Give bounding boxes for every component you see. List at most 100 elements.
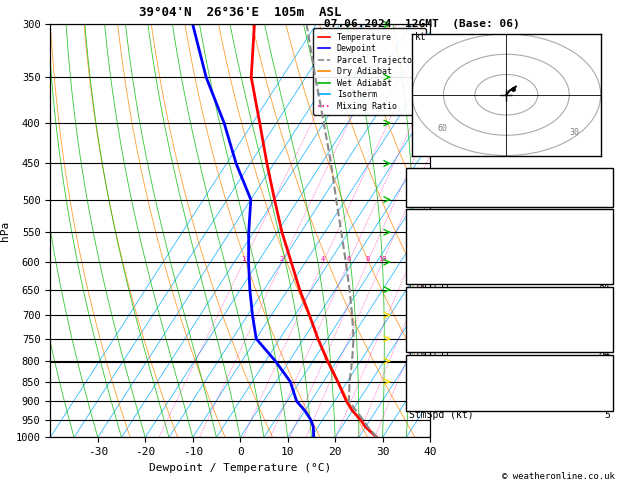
Text: 1001: 1001 (587, 304, 610, 314)
Text: 1: 1 (242, 256, 246, 262)
Title: 39°04'N  26°36'E  105m  ASL: 39°04'N 26°36'E 105m ASL (139, 6, 342, 19)
Parcel Trajectory (373, 434, 381, 440)
Temperature (314, 336, 321, 342)
Text: StmSpd (kt): StmSpd (kt) (409, 410, 474, 420)
Text: 334: 334 (593, 249, 610, 259)
Text: 60: 60 (437, 124, 447, 133)
Parcel Trajectory (311, 74, 319, 80)
Text: Temp (°C): Temp (°C) (409, 226, 462, 237)
Text: θₑ(K): θₑ(K) (409, 249, 438, 259)
Temperature (263, 160, 270, 166)
Dewpoint (286, 379, 294, 384)
Y-axis label: km
ASL: km ASL (462, 231, 479, 252)
Temperature (323, 358, 331, 364)
Parcel Trajectory (346, 379, 353, 384)
Text: EH: EH (409, 373, 421, 383)
Text: Dewp (°C): Dewp (°C) (409, 238, 462, 248)
Text: Surface: Surface (489, 215, 530, 225)
Dewpoint (203, 74, 210, 80)
Temperature (373, 434, 381, 440)
Text: Most Unstable: Most Unstable (471, 293, 548, 303)
Text: 2.81: 2.81 (587, 197, 610, 208)
Dewpoint (247, 197, 255, 203)
Text: 5: 5 (604, 410, 610, 420)
Text: Pressure (mb): Pressure (mb) (409, 304, 485, 314)
Dewpoint (252, 336, 260, 342)
Text: -6: -6 (598, 373, 610, 383)
Text: LCL: LCL (430, 357, 448, 367)
Text: CAPE (J): CAPE (J) (409, 271, 456, 281)
Text: 8: 8 (365, 256, 370, 262)
Dewpoint (220, 120, 228, 126)
Temperature (256, 120, 264, 126)
Parcel Trajectory (342, 259, 350, 265)
Parcel Trajectory (364, 424, 372, 430)
Temperature (247, 74, 255, 80)
Parcel Trajectory (352, 408, 360, 414)
Parcel Trajectory (346, 287, 353, 293)
Dewpoint (309, 424, 317, 430)
Text: 10: 10 (378, 256, 387, 262)
Temperature (362, 424, 369, 430)
Dewpoint (307, 417, 314, 423)
Text: Totals Totals: Totals Totals (409, 186, 485, 196)
Line: Temperature: Temperature (251, 24, 377, 437)
Text: 2: 2 (280, 256, 284, 262)
Text: 30: 30 (569, 128, 579, 137)
Text: kt: kt (415, 32, 427, 42)
Text: SREH: SREH (409, 385, 432, 396)
Parcel Trajectory (320, 120, 328, 126)
Temperature (343, 399, 350, 404)
Temperature (306, 312, 313, 318)
Text: 4: 4 (321, 256, 325, 262)
Parcel Trajectory (303, 21, 310, 27)
Text: © weatheronline.co.uk: © weatheronline.co.uk (503, 472, 615, 481)
Text: -6: -6 (598, 385, 610, 396)
Y-axis label: hPa: hPa (0, 221, 10, 241)
Text: CIN (J): CIN (J) (409, 282, 450, 293)
Dewpoint (310, 434, 318, 440)
Dewpoint (301, 408, 309, 414)
Text: 15.5: 15.5 (587, 238, 610, 248)
Text: 28.8: 28.8 (587, 226, 610, 237)
Text: 53: 53 (598, 186, 610, 196)
Text: 84: 84 (598, 349, 610, 359)
Legend: Temperature, Dewpoint, Parcel Trajectory, Dry Adiabat, Wet Adiabat, Isotherm, Mi: Temperature, Dewpoint, Parcel Trajectory… (313, 29, 426, 115)
Text: 6: 6 (347, 256, 351, 262)
Dewpoint (232, 160, 240, 166)
Parcel Trajectory (338, 229, 345, 235)
Parcel Trajectory (359, 417, 367, 423)
X-axis label: Dewpoint / Temperature (°C): Dewpoint / Temperature (°C) (149, 463, 331, 473)
Dewpoint (293, 399, 301, 404)
Text: -5: -5 (598, 327, 610, 337)
Parcel Trajectory (350, 336, 357, 342)
Parcel Trajectory (327, 160, 335, 166)
Text: 15: 15 (406, 256, 415, 262)
Parcel Trajectory (345, 399, 353, 404)
Line: Parcel Trajectory: Parcel Trajectory (306, 24, 377, 437)
Dewpoint (245, 229, 252, 235)
Text: 07.06.2024  12GMT  (Base: 06): 07.06.2024 12GMT (Base: 06) (323, 19, 520, 30)
Text: 31: 31 (598, 174, 610, 184)
Text: θₑ (K): θₑ (K) (409, 315, 444, 326)
Temperature (278, 229, 286, 235)
Temperature (270, 197, 278, 203)
Text: 84: 84 (598, 282, 610, 293)
Temperature (357, 417, 364, 423)
Text: Lifted Index: Lifted Index (409, 260, 479, 270)
Temperature (334, 379, 342, 384)
Temperature (250, 21, 258, 27)
Text: 289°: 289° (587, 398, 610, 408)
Text: CIN (J): CIN (J) (409, 349, 450, 359)
Text: 1064: 1064 (587, 271, 610, 281)
Text: 1064: 1064 (587, 338, 610, 348)
Text: StmDir: StmDir (409, 398, 444, 408)
Dewpoint (189, 21, 196, 27)
Text: -5: -5 (598, 260, 610, 270)
Text: K: K (409, 174, 415, 184)
Dewpoint (271, 358, 279, 364)
Dewpoint (248, 312, 256, 318)
Parcel Trajectory (348, 312, 356, 318)
Parcel Trajectory (333, 197, 340, 203)
Text: CAPE (J): CAPE (J) (409, 338, 456, 348)
